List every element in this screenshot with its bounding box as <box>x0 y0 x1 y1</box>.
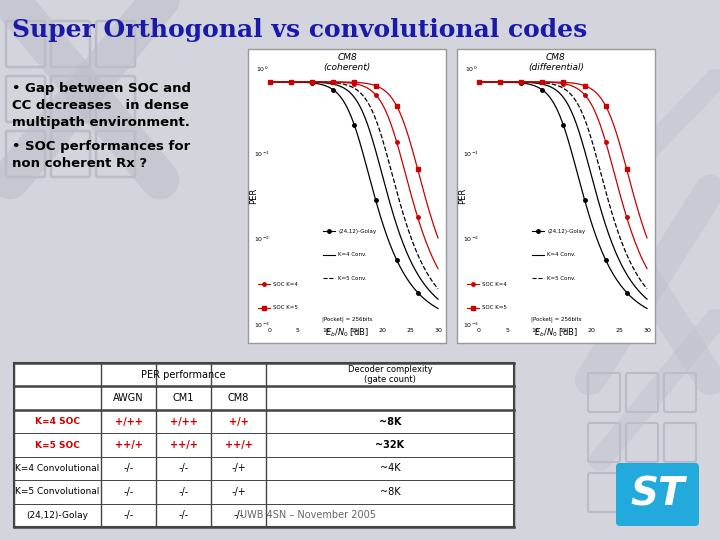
Text: |Pocket| = 256bits: |Pocket| = 256bits <box>322 317 372 322</box>
Text: 0: 0 <box>477 328 481 334</box>
Text: K=5 Convolutional: K=5 Convolutional <box>15 488 99 496</box>
Text: ++/+: ++/+ <box>170 440 197 450</box>
Text: SOC K=5: SOC K=5 <box>482 305 507 310</box>
Text: PER: PER <box>250 188 258 204</box>
Text: • SOC performances for: • SOC performances for <box>12 140 190 153</box>
Text: $10^{-3}$: $10^{-3}$ <box>254 320 270 329</box>
Text: CM8: CM8 <box>337 53 357 62</box>
Text: Super Orthogonal vs convolutional codes: Super Orthogonal vs convolutional codes <box>12 18 588 42</box>
Text: K=4 Convolutional: K=4 Convolutional <box>15 464 99 473</box>
Text: -/-: -/- <box>123 487 134 497</box>
Text: -/+: -/+ <box>231 463 246 474</box>
Text: ~8K: ~8K <box>379 487 400 497</box>
Text: -/-: -/- <box>179 510 189 520</box>
Text: -/+: -/+ <box>231 487 246 497</box>
Text: 20: 20 <box>587 328 595 334</box>
Text: 30: 30 <box>643 328 651 334</box>
Text: 25: 25 <box>615 328 623 334</box>
Text: +/++: +/++ <box>114 416 143 427</box>
Text: 20: 20 <box>378 328 386 334</box>
Text: $10^0$: $10^0$ <box>256 64 269 73</box>
Text: (differential): (differential) <box>528 63 584 72</box>
Text: PER: PER <box>459 188 467 204</box>
Text: non coherent Rx ?: non coherent Rx ? <box>12 157 147 170</box>
Text: ++/+: ++/+ <box>114 440 143 450</box>
Text: 5: 5 <box>505 328 509 334</box>
Text: (24,12)-Golay: (24,12)-Golay <box>547 229 585 234</box>
Text: +/+: +/+ <box>229 416 248 427</box>
Text: 15: 15 <box>559 328 567 334</box>
Text: |Pocket| = 256bits: |Pocket| = 256bits <box>531 317 581 322</box>
Text: K=5 SOC: K=5 SOC <box>35 441 80 449</box>
Text: 15: 15 <box>350 328 358 334</box>
Text: (coherent): (coherent) <box>323 63 371 72</box>
Text: +/++: +/++ <box>170 416 197 427</box>
Text: Decoder complexity
(gate count): Decoder complexity (gate count) <box>348 365 432 384</box>
Text: $10^{-3}$: $10^{-3}$ <box>463 320 479 329</box>
Text: $E_b/N_0$ [dB]: $E_b/N_0$ [dB] <box>325 327 369 339</box>
Text: ++/+: ++/+ <box>225 440 253 450</box>
Text: 5: 5 <box>296 328 300 334</box>
Text: AWGN: AWGN <box>113 393 144 403</box>
Text: K=5 Conv.: K=5 Conv. <box>338 276 367 281</box>
Text: (24,12)-Golay: (24,12)-Golay <box>338 229 377 234</box>
Text: -/-: -/- <box>179 463 189 474</box>
Text: ~4K: ~4K <box>379 463 400 474</box>
Text: $10^{-2}$: $10^{-2}$ <box>463 235 479 244</box>
Text: 10: 10 <box>531 328 539 334</box>
FancyBboxPatch shape <box>14 363 514 527</box>
Text: (24,12)-Golay: (24,12)-Golay <box>27 511 89 520</box>
Text: $10^0$: $10^0$ <box>465 64 477 73</box>
Text: ~8K: ~8K <box>379 416 401 427</box>
Text: K=4 Conv.: K=4 Conv. <box>338 252 367 257</box>
FancyBboxPatch shape <box>457 49 655 343</box>
Text: • Gap between SOC and: • Gap between SOC and <box>12 82 191 95</box>
Text: ST: ST <box>630 476 685 514</box>
Text: multipath environment.: multipath environment. <box>12 116 190 129</box>
Text: -/-: -/- <box>233 510 243 520</box>
Text: CM8: CM8 <box>228 393 249 403</box>
Text: $10^{-1}$: $10^{-1}$ <box>254 150 270 159</box>
Text: K=4 SOC: K=4 SOC <box>35 417 80 426</box>
Text: -/-: -/- <box>123 463 134 474</box>
Text: SOC K=4: SOC K=4 <box>482 282 507 287</box>
Text: K=4 Conv.: K=4 Conv. <box>547 252 576 257</box>
Text: CC decreases   in dense: CC decreases in dense <box>12 99 189 112</box>
Text: $10^{-1}$: $10^{-1}$ <box>463 150 479 159</box>
Text: ~32K: ~32K <box>375 440 405 450</box>
Text: 10: 10 <box>322 328 330 334</box>
Text: -/-: -/- <box>123 510 134 520</box>
Text: 25: 25 <box>406 328 414 334</box>
Text: PER performance: PER performance <box>141 370 226 380</box>
Text: CM8: CM8 <box>546 53 566 62</box>
Text: -/-: -/- <box>179 487 189 497</box>
Text: $10^{-2}$: $10^{-2}$ <box>254 235 270 244</box>
Text: SOC K=5: SOC K=5 <box>273 305 298 310</box>
Text: K=5 Conv.: K=5 Conv. <box>547 276 576 281</box>
FancyBboxPatch shape <box>248 49 446 343</box>
Text: CM1: CM1 <box>173 393 194 403</box>
Text: SOC K=4: SOC K=4 <box>273 282 298 287</box>
Text: 0: 0 <box>268 328 272 334</box>
FancyBboxPatch shape <box>616 463 699 526</box>
Text: $E_b/N_0$ [dB]: $E_b/N_0$ [dB] <box>534 327 578 339</box>
Text: UWB 4SN – November 2005: UWB 4SN – November 2005 <box>240 510 376 520</box>
Text: 30: 30 <box>434 328 442 334</box>
